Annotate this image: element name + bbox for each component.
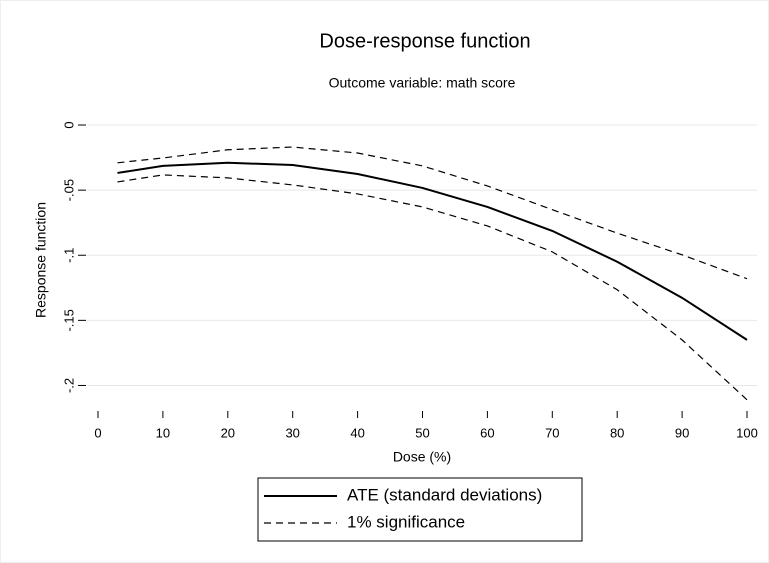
x-tick-label: 60 [480,425,494,440]
series-line [117,146,748,280]
x-tick-label: 70 [545,425,559,440]
x-tick-label: 80 [610,425,624,440]
x-tick-label: 50 [415,425,429,440]
x-tick-label: 30 [285,425,299,440]
y-tick-label: -.1 [61,248,76,263]
x-tick-label: 100 [736,425,758,440]
chart-subtitle: Outcome variable: math score [329,75,516,91]
series-line [117,161,748,341]
y-tick-label: -.15 [61,309,76,331]
chart-title: Dose-response function [319,30,530,52]
legend-label: 1% significance [347,512,465,531]
x-tick-label: 40 [350,425,364,440]
x-tick-label: 0 [94,425,101,440]
legend-label: ATE (standard deviations) [347,485,542,504]
x-tick-label: 20 [221,425,235,440]
y-tick-label: 0 [61,121,76,128]
legend [257,477,583,542]
x-axis-label: Dose (%) [393,449,451,465]
y-tick-label: -.05 [61,179,76,201]
series-line [117,174,748,401]
y-tick-label: -.2 [61,378,76,393]
x-tick-label: 10 [156,425,170,440]
y-axis-label: Response function [33,202,49,318]
x-tick-label: 90 [675,425,689,440]
